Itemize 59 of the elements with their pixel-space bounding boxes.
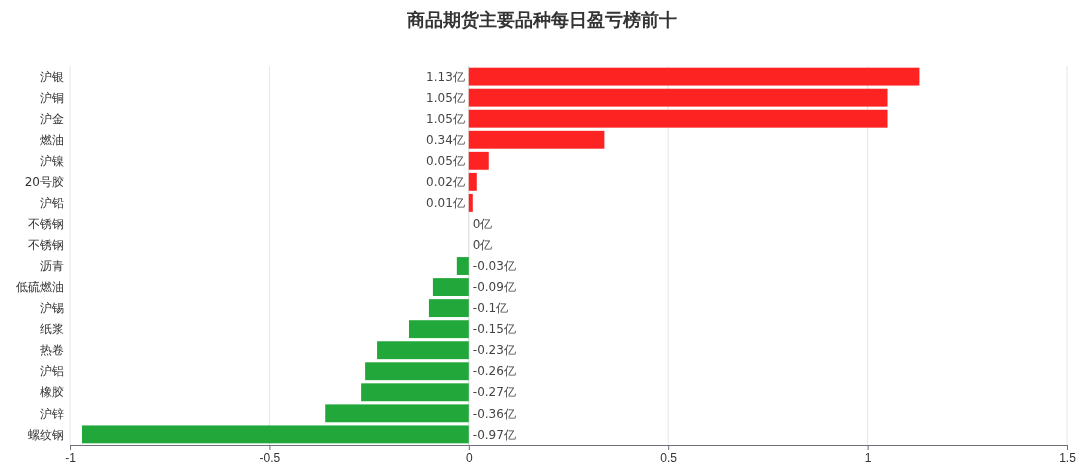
bar (468, 193, 473, 212)
data-label: 0亿 (472, 217, 493, 232)
data-label: 1.13亿 (426, 69, 465, 84)
bar (468, 151, 489, 170)
x-tick-label: 1 (864, 450, 872, 465)
data-label: -0.27亿 (472, 385, 516, 400)
y-tick-label: 不锈钢 (28, 217, 64, 232)
data-label: -0.97亿 (472, 427, 516, 442)
y-tick-label: 20号胶 (24, 175, 64, 190)
y-tick-label: 螺纹钢 (28, 427, 64, 442)
y-tick-label: 沪金 (40, 111, 64, 126)
y-tick-label: 沪锌 (40, 406, 64, 421)
y-tick-label: 纸浆 (40, 322, 64, 337)
data-label: 0.34亿 (426, 132, 465, 147)
y-tick-label: 沪镍 (40, 154, 64, 168)
bar (456, 257, 469, 275)
bar (377, 341, 469, 360)
bar (361, 383, 469, 402)
data-label: 0.01亿 (426, 196, 465, 211)
bar (468, 109, 888, 128)
data-label: -0.36亿 (472, 406, 516, 421)
chart-title: 商品期货主要品种每日盈亏榜前十 (405, 9, 677, 30)
bar (365, 362, 469, 381)
data-label: 1.05亿 (426, 111, 465, 126)
y-tick-label: 沪铝 (40, 364, 64, 379)
y-tick-label: 不锈钢 (28, 238, 64, 253)
y-tick-label: 低硫燃油 (16, 280, 64, 295)
x-tick-label: 0.5 (660, 450, 678, 465)
y-tick-label: 橡胶 (40, 385, 64, 400)
y-tick-label: 沪铅 (40, 196, 64, 211)
bar (81, 425, 469, 444)
data-label: 0.02亿 (426, 175, 465, 190)
y-tick-label: 沪银 (40, 69, 64, 84)
data-label: -0.03亿 (472, 259, 516, 274)
data-label: 1.05亿 (426, 90, 465, 105)
bar (428, 299, 469, 318)
bar (468, 88, 888, 107)
y-tick-label: 燃油 (40, 132, 64, 147)
bar (468, 172, 477, 191)
bar (468, 67, 920, 86)
data-label: -0.15亿 (472, 322, 516, 337)
data-label: -0.1亿 (472, 301, 509, 316)
x-tick-label: -0.5 (259, 450, 281, 465)
bar (432, 278, 469, 297)
y-tick-label: 沥青 (40, 259, 64, 274)
data-label: 0.05亿 (426, 154, 465, 168)
data-label: -0.23亿 (472, 343, 516, 358)
y-tick-label: 热卷 (40, 343, 64, 358)
data-label: -0.09亿 (472, 280, 516, 295)
data-label: 0亿 (472, 238, 493, 253)
data-label: -0.26亿 (472, 364, 516, 379)
bar (408, 320, 469, 339)
x-tick-label: -1 (65, 450, 77, 465)
y-tick-label: 沪锡 (40, 301, 64, 316)
bar (468, 130, 605, 149)
x-tick-label: 0 (465, 450, 473, 465)
bar (325, 404, 469, 423)
x-tick-label: 1.5 (1059, 450, 1077, 465)
y-tick-label: 沪铜 (40, 90, 64, 105)
